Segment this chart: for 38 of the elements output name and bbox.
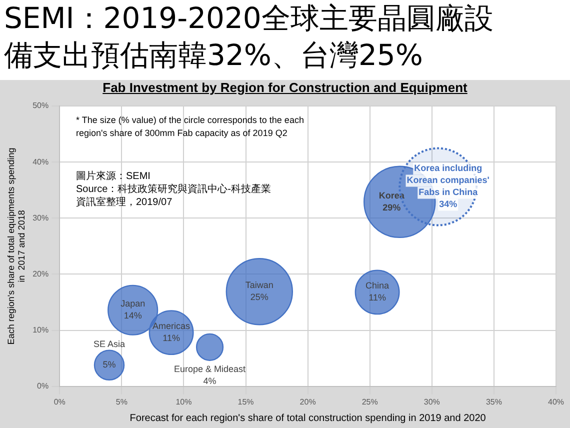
- annotation: Source：科技政策研究與資訊中心-科技產業資訊室整理，2019/07: [76, 183, 272, 209]
- x-tick-label: 15%: [238, 397, 254, 406]
- y-tick-label: 30%: [32, 213, 49, 222]
- x-tick-label: 0%: [54, 397, 66, 406]
- y-tick-label: 20%: [32, 269, 49, 278]
- data-label: 14%: [124, 310, 142, 321]
- chart-subtitle: Fab Investment by Region for Construction and Equipment: [102, 80, 468, 96]
- data-label: 29%: [382, 202, 401, 212]
- x-tick-label: 30%: [424, 397, 440, 406]
- x-tick-label: 40%: [548, 397, 564, 406]
- data-label: 5%: [102, 360, 116, 370]
- series-label: Japan: [120, 298, 146, 309]
- x-tick-label: 35%: [486, 397, 502, 406]
- y-tick-label: 50%: [32, 101, 49, 110]
- x-tick-label: 25%: [362, 397, 378, 406]
- chart-title: SEMI：2019-2020全球主要晶圓廠設備支出預估南韓32%、台灣25%: [4, 0, 494, 74]
- series-label: Taiwan: [245, 280, 274, 290]
- data-label: 11%: [368, 292, 386, 303]
- x-tick-label: 5%: [116, 397, 128, 406]
- series-label: Americas: [152, 321, 191, 332]
- series-label: Europe & Mideast: [174, 364, 246, 374]
- y-tick-label: 40%: [32, 157, 49, 166]
- y-tick-label: 10%: [32, 326, 49, 335]
- data-label: 25%: [250, 292, 268, 302]
- annotation: * The size (% value) of the circle corresponds to the each region's share of 300mm Fab capacity as of 2019 Q2: [76, 114, 305, 140]
- data-label: 34%: [439, 199, 458, 210]
- data-label: 4%: [203, 376, 216, 386]
- y-tick-label: 0%: [37, 382, 49, 391]
- series-label: China: [366, 280, 390, 291]
- series-label: SE Asia: [93, 338, 126, 349]
- series-label: Korea: [378, 190, 406, 200]
- data-label: 11%: [162, 333, 180, 344]
- y-axis-title: Each region's share of total equipments spending in 2017 and 2018: [6, 148, 27, 345]
- annotation: 圖片來源：SEMI: [76, 170, 152, 183]
- x-axis-title: Forecast for each region's share of total construction spending in 2019 and 2020: [130, 412, 486, 424]
- series-label: Korea including Korean companies' Fabs in China: [406, 163, 490, 198]
- x-tick-label: 10%: [176, 397, 192, 406]
- x-tick-label: 20%: [300, 397, 316, 406]
